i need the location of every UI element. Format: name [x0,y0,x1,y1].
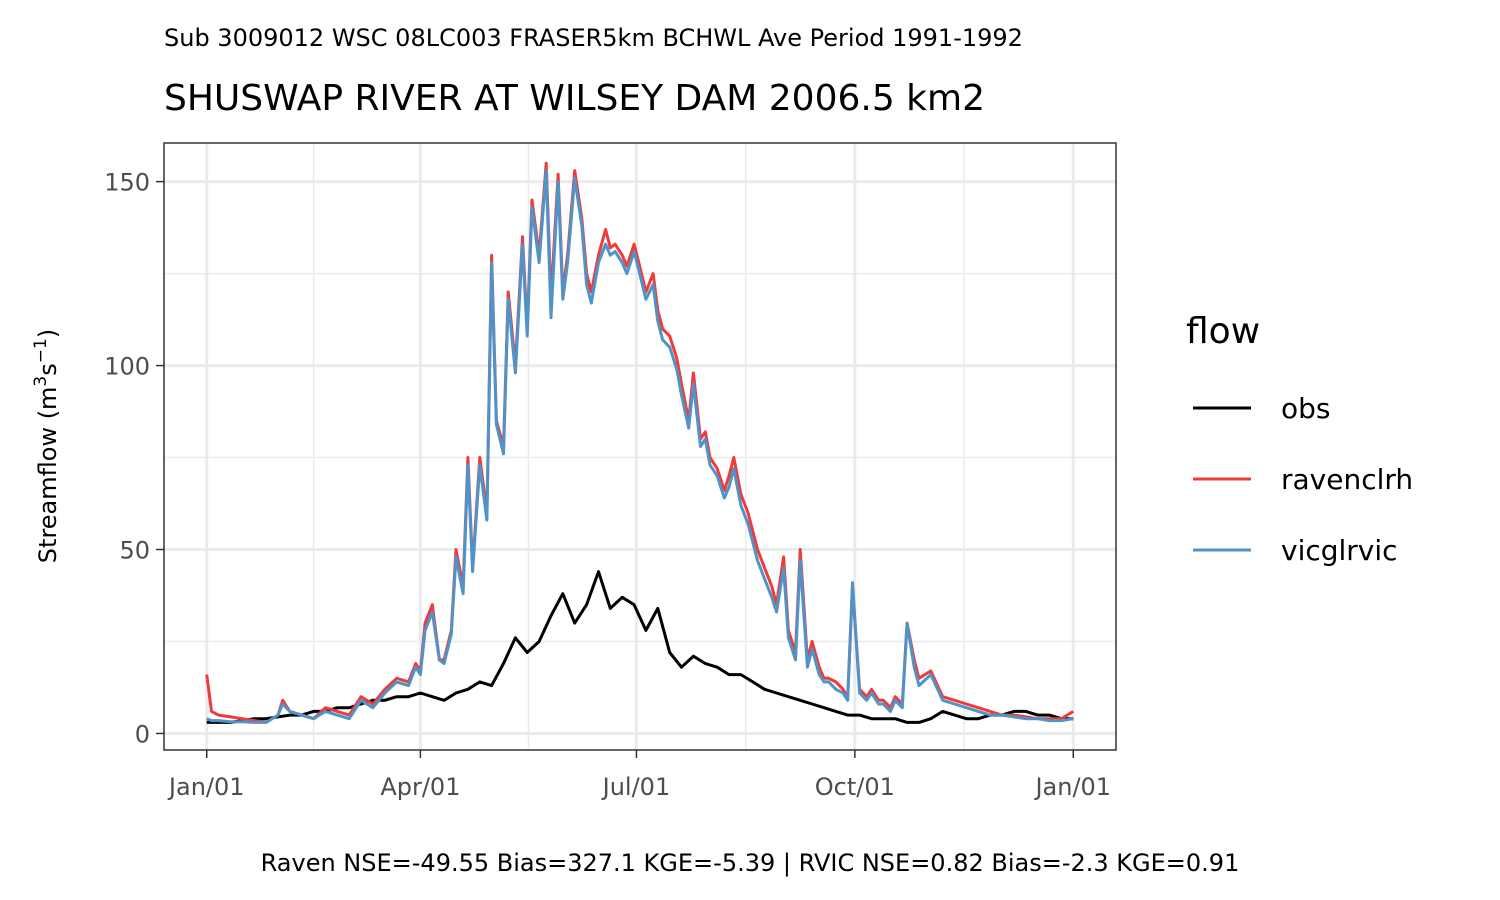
y-tick-label: 150 [104,169,150,197]
legend-label-obs: obs [1281,392,1331,425]
y-tick-label: 0 [135,720,150,748]
x-tick-label: Apr/01 [380,773,460,801]
legend: flow obs ravenclrh vicglrvic [1186,311,1413,567]
x-tick-label: Jan/01 [1033,773,1111,801]
x-tick-label: Jan/01 [167,773,245,801]
legend-title: flow [1186,311,1260,352]
y-tick-label: 100 [104,353,150,381]
series-line-vicglrvic [206,169,1074,724]
x-tick-label: Jul/01 [601,773,671,801]
plot-area: Jan/01 Apr/01 Jul/01 Oct/01 Jan/01 0 50 100 150 [104,142,1117,801]
x-tick-label: Oct/01 [815,773,895,801]
legend-label-ravenclrh: ravenclrh [1281,463,1413,496]
chart-caption: Raven NSE=-49.55 Bias=327.1 KGE=-5.39 | … [261,849,1240,877]
series-line-obs [206,570,1074,724]
chart-subtitle: Sub 3009012 WSC 08LC003 FRASER5km BCHWL … [164,24,1023,52]
plot-background [164,143,1116,750]
y-tick-label: 50 [119,537,150,565]
legend-label-vicglrvic: vicglrvic [1281,534,1398,567]
plot-border [163,142,1117,751]
y-axis-title: Streamflow (m3s−1) [31,329,62,563]
chart-title: SHUSWAP RIVER AT WILSEY DAM 2006.5 km2 [164,78,985,119]
